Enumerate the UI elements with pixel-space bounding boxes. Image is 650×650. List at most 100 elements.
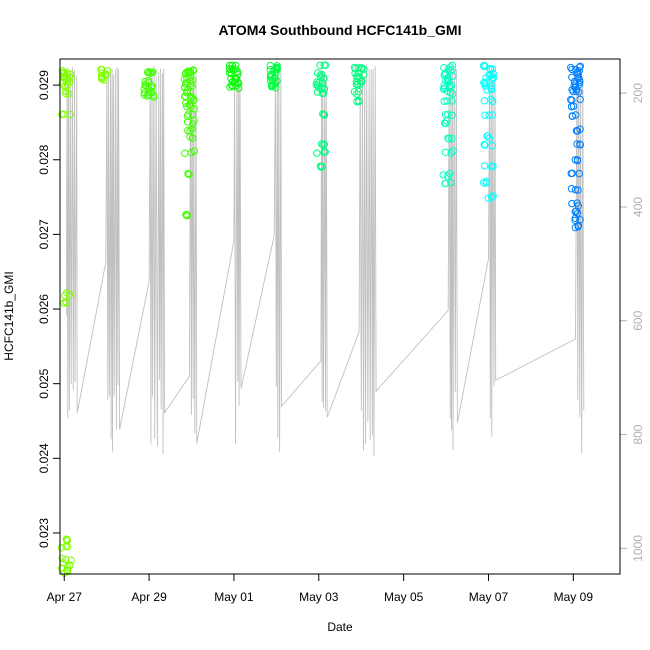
- data-point: [489, 97, 497, 106]
- data-point: [320, 148, 328, 156]
- data-point: [141, 77, 149, 86]
- data-point: [187, 79, 195, 88]
- data-point: [489, 162, 497, 170]
- data-point: [227, 81, 236, 90]
- data-point: [100, 76, 108, 84]
- data-point: [57, 544, 66, 552]
- flight-series: [225, 61, 243, 92]
- data-point: [187, 103, 195, 111]
- data-point: [319, 89, 328, 98]
- data-point: [567, 63, 575, 72]
- data-point: [98, 66, 106, 74]
- data-point: [487, 193, 496, 202]
- y-tick-label: 0.023: [37, 518, 51, 548]
- data-point: [449, 147, 457, 155]
- data-point: [482, 78, 490, 86]
- data-point: [447, 178, 455, 187]
- data-point: [182, 99, 190, 108]
- data-point: [183, 88, 191, 97]
- data-point: [571, 80, 580, 88]
- data-point: [576, 140, 584, 149]
- data-point: [318, 84, 326, 93]
- data-point: [320, 111, 328, 119]
- data-point: [447, 149, 455, 157]
- data-point: [482, 179, 490, 187]
- data-point: [443, 97, 451, 105]
- data-point: [441, 148, 450, 157]
- x-tick-label: May 03: [299, 590, 339, 604]
- data-point: [441, 69, 449, 78]
- flight-series: [567, 62, 584, 232]
- flight-series: [479, 61, 498, 203]
- data-point: [572, 207, 580, 215]
- data-point: [189, 134, 197, 142]
- data-point: [439, 85, 448, 93]
- data-point: [58, 554, 66, 563]
- y-tick-label: 0.028: [37, 144, 51, 174]
- data-point: [350, 88, 359, 96]
- data-point: [479, 179, 488, 187]
- data-point: [226, 65, 234, 73]
- data-point: [487, 85, 496, 94]
- right-tick-label: 800: [631, 424, 645, 444]
- data-point: [484, 194, 492, 203]
- data-point: [575, 169, 583, 178]
- data-point: [183, 102, 191, 111]
- data-point: [143, 92, 151, 100]
- plot-frame: [59, 58, 621, 575]
- data-point: [317, 163, 325, 171]
- data-point: [440, 97, 448, 106]
- data-point: [97, 69, 106, 77]
- data-point: [319, 110, 327, 118]
- data-point: [573, 140, 581, 148]
- pressure-trace: [65, 64, 585, 457]
- data-point: [488, 111, 497, 119]
- data-point: [319, 141, 327, 149]
- data-point: [63, 543, 72, 551]
- data-point: [574, 223, 582, 231]
- data-point: [479, 62, 488, 70]
- data-point: [568, 169, 576, 178]
- flight-series: [439, 61, 457, 188]
- x-tick-label: May 07: [469, 590, 509, 604]
- data-point: [272, 68, 280, 77]
- data-point: [445, 135, 453, 143]
- data-point: [356, 80, 364, 88]
- data-point: [184, 170, 192, 178]
- data-point: [62, 535, 71, 543]
- data-point: [576, 125, 584, 133]
- data-point: [568, 86, 576, 94]
- data-point: [63, 289, 71, 297]
- data-point: [448, 134, 456, 143]
- flight-series: [312, 61, 330, 171]
- data-point: [186, 87, 195, 96]
- data-point: [183, 212, 191, 220]
- data-point: [315, 79, 323, 87]
- data-point: [235, 84, 243, 92]
- x-axis-label: Date: [327, 620, 353, 634]
- data-point: [576, 95, 584, 104]
- right-tick-label: 600: [631, 310, 645, 330]
- data-point: [480, 162, 489, 170]
- flight-series: [180, 66, 199, 220]
- y-tick-label: 0.029: [37, 70, 51, 100]
- right-tick-label: 400: [631, 197, 645, 217]
- data-point: [316, 61, 324, 70]
- data-point: [181, 149, 189, 157]
- data-point: [448, 111, 456, 120]
- data-point: [487, 82, 495, 90]
- data-point: [439, 171, 447, 179]
- data-point: [190, 147, 199, 155]
- data-point: [485, 111, 493, 119]
- data-point: [182, 211, 190, 219]
- data-point: [488, 142, 497, 150]
- y-tick-label: 0.027: [37, 219, 51, 249]
- x-tick-label: Apr 29: [131, 590, 167, 604]
- data-point: [483, 86, 491, 94]
- data-point: [313, 149, 321, 157]
- data-point: [317, 140, 326, 148]
- data-point: [320, 61, 328, 69]
- data-point: [272, 84, 280, 92]
- flight-series: [140, 68, 158, 101]
- data-point: [185, 69, 194, 77]
